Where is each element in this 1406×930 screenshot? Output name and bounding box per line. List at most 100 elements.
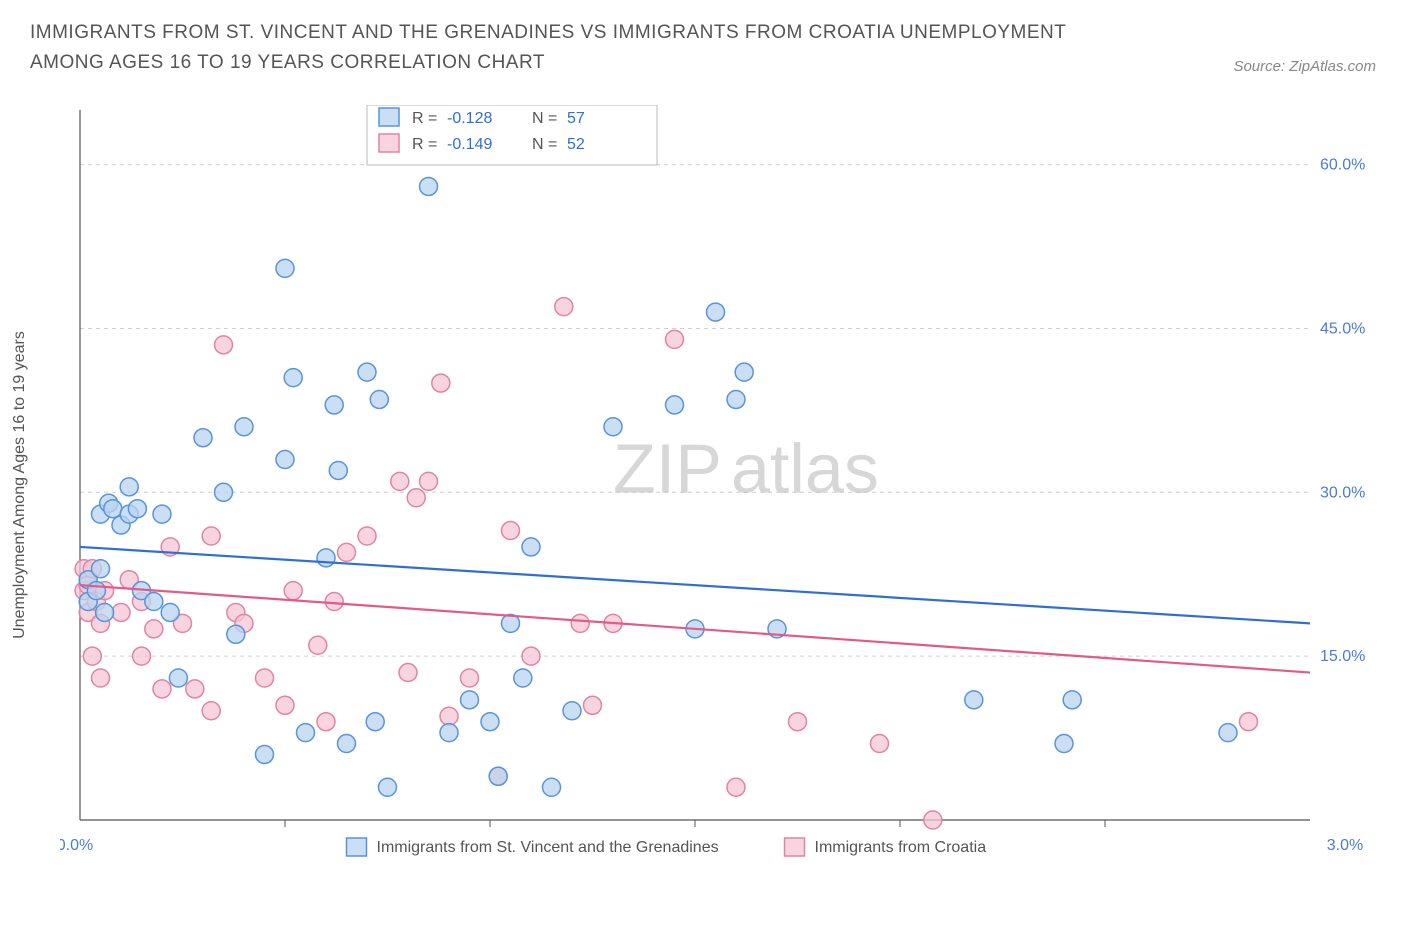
- data-point: [284, 369, 302, 387]
- data-point: [128, 500, 146, 518]
- data-point: [202, 702, 220, 720]
- data-point: [338, 735, 356, 753]
- data-point: [227, 625, 245, 643]
- legend-swatch: [347, 838, 367, 856]
- data-point: [1063, 691, 1081, 709]
- data-point: [563, 702, 581, 720]
- data-point: [92, 560, 110, 578]
- data-point: [666, 330, 684, 348]
- legend-r-label: R =: [412, 136, 437, 153]
- data-point: [555, 298, 573, 316]
- chart-title: IMMIGRANTS FROM ST. VINCENT AND THE GREN…: [30, 18, 1130, 79]
- data-point: [432, 374, 450, 392]
- data-point: [514, 669, 532, 687]
- data-point: [325, 396, 343, 414]
- watermark: ZIP: [613, 429, 722, 507]
- data-point: [83, 647, 101, 665]
- x-min-label: 0.0%: [60, 837, 93, 854]
- data-point: [571, 614, 589, 632]
- legend-n-value: 52: [567, 136, 585, 153]
- y-tick-label: 60.0%: [1320, 157, 1365, 174]
- data-point: [407, 489, 425, 507]
- data-point: [276, 259, 294, 277]
- data-point: [235, 418, 253, 436]
- data-point: [370, 390, 388, 408]
- legend-r-value: -0.149: [447, 136, 492, 153]
- y-axis-label: Unemployment Among Ages 16 to 19 years: [11, 331, 29, 639]
- data-point: [153, 505, 171, 523]
- data-point: [358, 527, 376, 545]
- data-point: [789, 713, 807, 731]
- data-point: [329, 461, 347, 479]
- legend-n-label: N =: [532, 110, 557, 127]
- data-point: [735, 363, 753, 381]
- data-point: [522, 538, 540, 556]
- data-point: [604, 418, 622, 436]
- data-point: [284, 582, 302, 600]
- data-point: [502, 522, 520, 540]
- data-point: [924, 811, 942, 829]
- data-point: [256, 669, 274, 687]
- data-point: [481, 713, 499, 731]
- data-point: [522, 647, 540, 665]
- data-point: [309, 636, 327, 654]
- data-point: [399, 664, 417, 682]
- data-point: [461, 669, 479, 687]
- data-point: [584, 696, 602, 714]
- data-point: [145, 593, 163, 611]
- data-point: [666, 396, 684, 414]
- data-point: [420, 472, 438, 490]
- source-label: Source: ZipAtlas.com: [1233, 18, 1376, 75]
- legend-n-label: N =: [532, 136, 557, 153]
- data-point: [317, 549, 335, 567]
- data-point: [153, 680, 171, 698]
- legend-series-label: Immigrants from Croatia: [815, 839, 987, 856]
- data-point: [112, 603, 130, 621]
- data-point: [489, 767, 507, 785]
- data-point: [202, 527, 220, 545]
- data-point: [215, 483, 233, 501]
- legend-swatch: [379, 134, 399, 152]
- data-point: [366, 713, 384, 731]
- watermark: atlas: [731, 429, 879, 507]
- data-point: [871, 735, 889, 753]
- data-point: [420, 177, 438, 195]
- legend-r-label: R =: [412, 110, 437, 127]
- data-point: [276, 451, 294, 469]
- data-point: [145, 620, 163, 638]
- data-point: [256, 745, 274, 763]
- data-point: [169, 669, 187, 687]
- data-point: [391, 472, 409, 490]
- data-point: [276, 696, 294, 714]
- x-max-label: 3.0%: [1327, 837, 1363, 854]
- data-point: [120, 478, 138, 496]
- legend-n-value: 57: [567, 110, 585, 127]
- data-point: [297, 724, 315, 742]
- data-point: [543, 778, 561, 796]
- data-point: [104, 500, 122, 518]
- data-point: [727, 778, 745, 796]
- data-point: [707, 303, 725, 321]
- y-tick-label: 15.0%: [1320, 648, 1365, 665]
- data-point: [215, 336, 233, 354]
- data-point: [1219, 724, 1237, 742]
- data-point: [461, 691, 479, 709]
- data-point: [379, 778, 397, 796]
- data-point: [965, 691, 983, 709]
- data-point: [727, 390, 745, 408]
- data-point: [161, 603, 179, 621]
- y-tick-label: 30.0%: [1320, 484, 1365, 501]
- y-tick-label: 45.0%: [1320, 320, 1365, 337]
- data-point: [358, 363, 376, 381]
- legend-r-value: -0.128: [447, 110, 492, 127]
- scatter-chart: Unemployment Among Ages 16 to 19 years 1…: [60, 105, 1380, 865]
- data-point: [325, 593, 343, 611]
- data-point: [440, 707, 458, 725]
- data-point: [96, 603, 114, 621]
- data-point: [87, 582, 105, 600]
- trend-line-a: [80, 547, 1310, 623]
- data-point: [92, 669, 110, 687]
- data-point: [317, 713, 335, 731]
- legend-swatch: [379, 108, 399, 126]
- data-point: [1055, 735, 1073, 753]
